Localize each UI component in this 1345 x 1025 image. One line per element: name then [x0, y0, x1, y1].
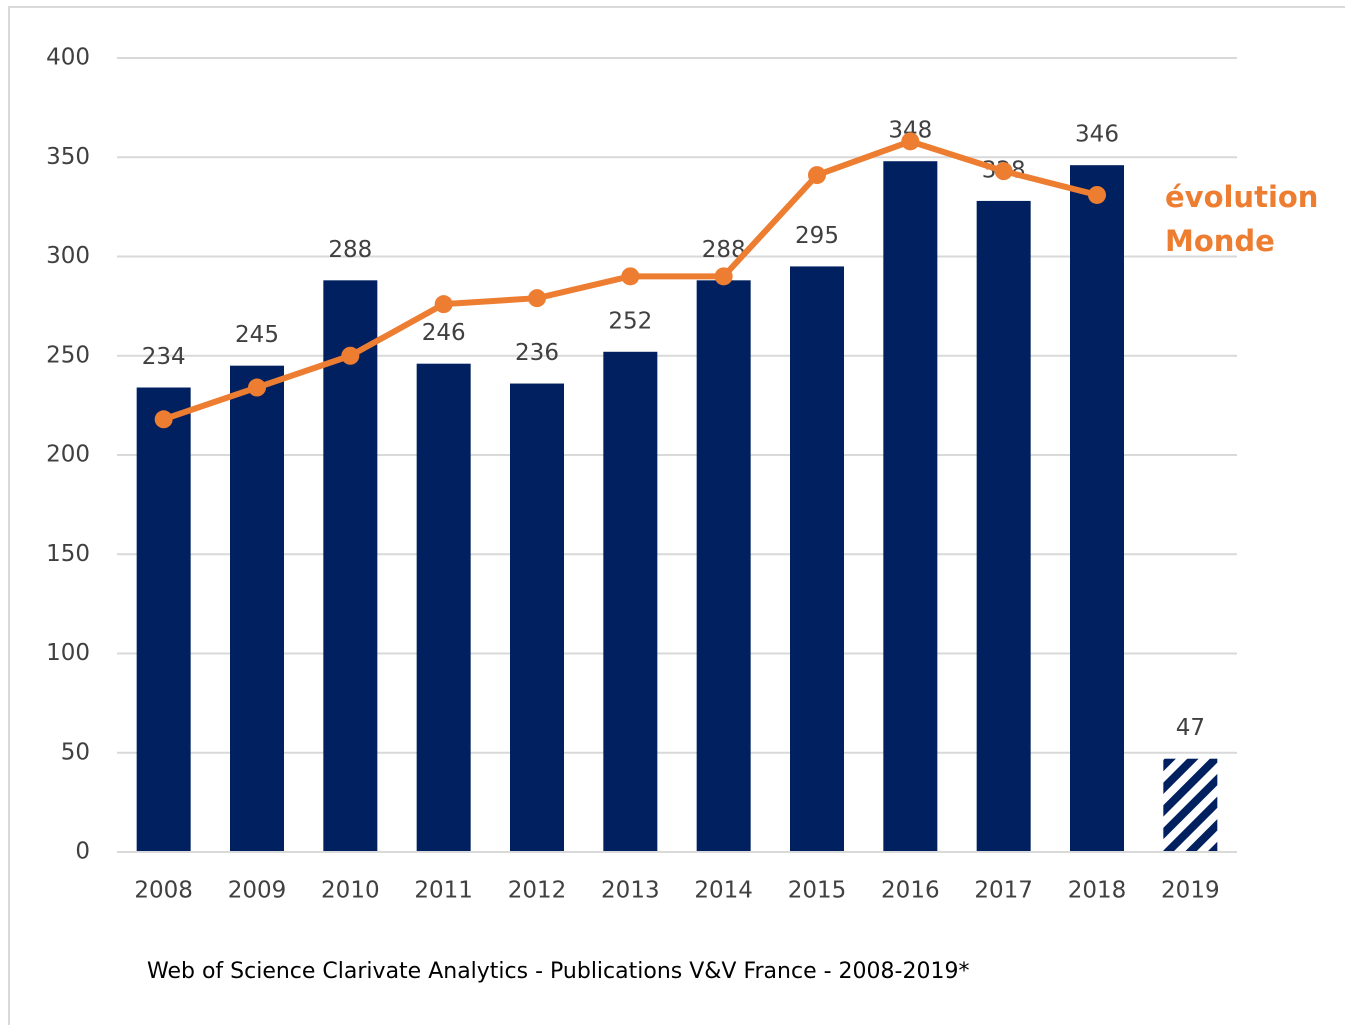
data-label: 245: [235, 322, 279, 348]
bar: [790, 266, 844, 852]
data-label: 234: [142, 344, 186, 370]
bar: [323, 280, 378, 852]
data-label: 346: [1075, 122, 1119, 148]
x-tick-label: 2017: [974, 878, 1033, 904]
line-marker: [154, 410, 173, 429]
y-tick-label: 400: [46, 45, 90, 71]
bar: [136, 387, 191, 852]
y-tick-label: 250: [46, 342, 90, 368]
y-tick-label: 300: [46, 243, 90, 269]
data-label: 47: [1176, 715, 1205, 741]
data-label: 252: [608, 308, 652, 334]
x-tick-label: 2015: [788, 878, 847, 904]
x-tick-label: 2011: [414, 878, 473, 904]
bar: [1070, 165, 1124, 852]
y-tick-label: 100: [46, 640, 90, 666]
data-label: 246: [422, 320, 466, 346]
bar: [230, 365, 284, 852]
x-tick-label: 2010: [321, 878, 380, 904]
y-tick-label: 200: [46, 442, 90, 468]
bar: [883, 161, 938, 853]
bar: [976, 200, 1031, 853]
bar: [603, 351, 658, 852]
line-label: évolution Monde: [1165, 180, 1319, 258]
x-tick-label: 2008: [134, 878, 193, 904]
bar: [1163, 758, 1218, 852]
line-marker: [901, 132, 920, 151]
line-marker: [1088, 185, 1106, 204]
frame: [8, 6, 1345, 1025]
line-marker: [808, 166, 826, 185]
line-marker: [528, 289, 546, 308]
bar: [416, 363, 471, 852]
line-marker: [248, 378, 266, 397]
x-tick-label: 2009: [228, 878, 287, 904]
y-tick-label: 50: [61, 739, 90, 765]
y-tick-label: 0: [75, 839, 90, 865]
data-label: 288: [328, 237, 372, 263]
bar: [696, 280, 751, 852]
x-tick-label: 2012: [508, 878, 567, 904]
x-tick-label: 2019: [1161, 878, 1220, 904]
y-tick-label: 150: [46, 541, 90, 567]
x-tick-label: 2018: [1068, 878, 1127, 904]
line-marker: [714, 267, 733, 286]
x-tick-label: 2013: [601, 878, 660, 904]
line-marker: [341, 346, 360, 365]
x-tick-label: 2016: [881, 878, 940, 904]
x-tick-label: 2014: [694, 878, 753, 904]
bar: [510, 383, 564, 852]
line-marker: [621, 267, 640, 286]
data-label: 295: [795, 223, 839, 249]
line-marker: [434, 295, 453, 314]
line-marker: [994, 162, 1013, 181]
caption: Web of Science Clarivate Analytics - Pub…: [147, 959, 969, 984]
y-tick-label: 350: [46, 144, 90, 170]
data-label: 236: [515, 340, 559, 366]
